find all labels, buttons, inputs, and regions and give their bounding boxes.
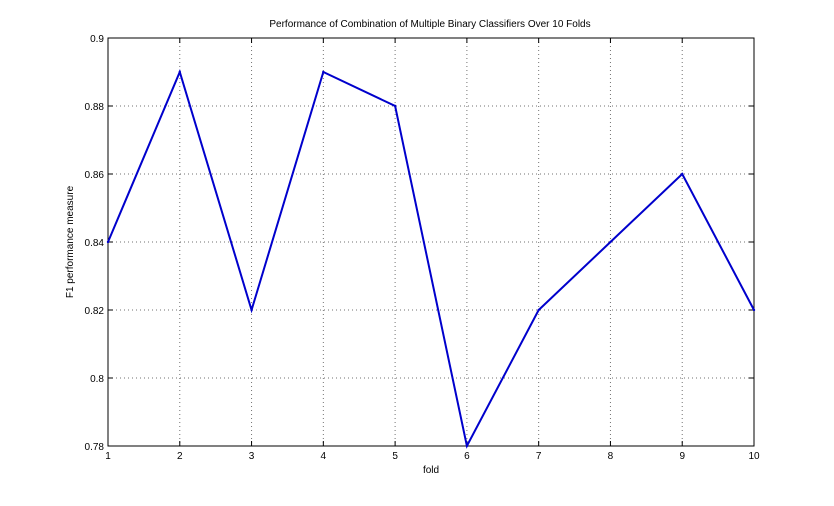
data-point: [393, 104, 397, 108]
x-tick-label: 1: [105, 451, 111, 462]
y-tick-label: 0.84: [85, 238, 105, 249]
data-point: [250, 308, 253, 312]
x-tick-label: 4: [321, 451, 327, 462]
x-tick-label: 6: [464, 451, 470, 462]
data-point: [609, 240, 612, 244]
x-tick-label: 7: [536, 451, 542, 462]
y-tick-label: 0.82: [85, 306, 105, 317]
x-tick-label: 2: [177, 451, 183, 462]
x-tick-label: 8: [608, 451, 614, 462]
y-tick-label: 0.78: [85, 442, 105, 453]
x-tick-label: 9: [679, 451, 685, 462]
x-tick-label: 10: [748, 451, 760, 462]
data-point: [178, 70, 181, 74]
y-tick-label: 0.88: [85, 102, 105, 113]
grid: [108, 38, 754, 446]
axis-ticks: 1 2 3 4 5 6 7 8 9 10 0.78 0.8 0.82 0.84 0.86 0.88 0.9: [85, 34, 760, 462]
data-point: [322, 70, 325, 74]
x-tick-label: 3: [249, 451, 255, 462]
chart-title: Performance of Combination of Multiple B…: [269, 19, 590, 30]
y-tick-label: 0.8: [90, 374, 104, 385]
x-tick-label: 5: [392, 451, 398, 462]
data-point: [537, 308, 540, 312]
data-point: [106, 240, 110, 244]
x-axis-label: fold: [423, 465, 439, 476]
y-tick-label: 0.9: [90, 34, 104, 45]
series-layer: [106, 69, 756, 449]
y-axis-label: F1 performance measure: [65, 185, 76, 298]
data-point: [465, 444, 469, 448]
data-point: [681, 172, 684, 176]
y-tick-label: 0.86: [85, 170, 105, 181]
data-point: [752, 308, 756, 312]
series-line-0: [107, 69, 755, 449]
